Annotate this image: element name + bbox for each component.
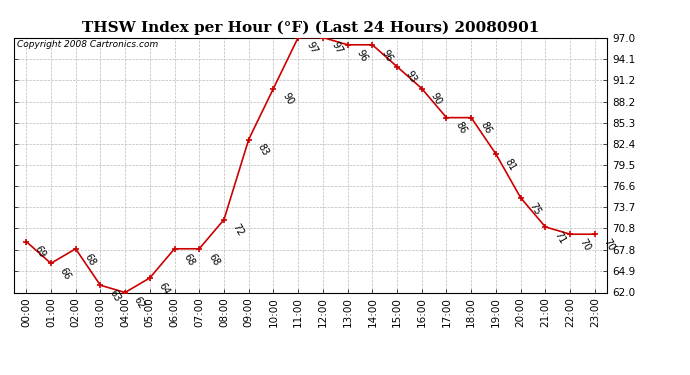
Text: 68: 68 — [83, 252, 97, 267]
Text: 69: 69 — [33, 244, 48, 260]
Text: 66: 66 — [58, 266, 72, 282]
Text: 72: 72 — [231, 222, 246, 238]
Text: 86: 86 — [453, 120, 469, 136]
Text: 90: 90 — [428, 91, 444, 107]
Text: 68: 68 — [181, 252, 196, 267]
Text: 83: 83 — [255, 142, 270, 158]
Text: 96: 96 — [380, 48, 394, 63]
Title: THSW Index per Hour (°F) (Last 24 Hours) 20080901: THSW Index per Hour (°F) (Last 24 Hours)… — [82, 21, 539, 35]
Text: 62: 62 — [132, 295, 147, 311]
Text: 90: 90 — [280, 91, 295, 107]
Text: 71: 71 — [552, 230, 567, 245]
Text: 86: 86 — [478, 120, 493, 136]
Text: 75: 75 — [528, 201, 542, 216]
Text: 97: 97 — [330, 40, 344, 56]
Text: 70: 70 — [577, 237, 592, 253]
Text: 97: 97 — [305, 40, 320, 56]
Text: 96: 96 — [355, 48, 369, 63]
Text: 81: 81 — [503, 157, 518, 172]
Text: 68: 68 — [206, 252, 221, 267]
Text: 70: 70 — [602, 237, 617, 253]
Text: 64: 64 — [157, 281, 172, 296]
Text: 63: 63 — [107, 288, 122, 304]
Text: 93: 93 — [404, 69, 419, 85]
Text: Copyright 2008 Cartronics.com: Copyright 2008 Cartronics.com — [17, 40, 158, 49]
